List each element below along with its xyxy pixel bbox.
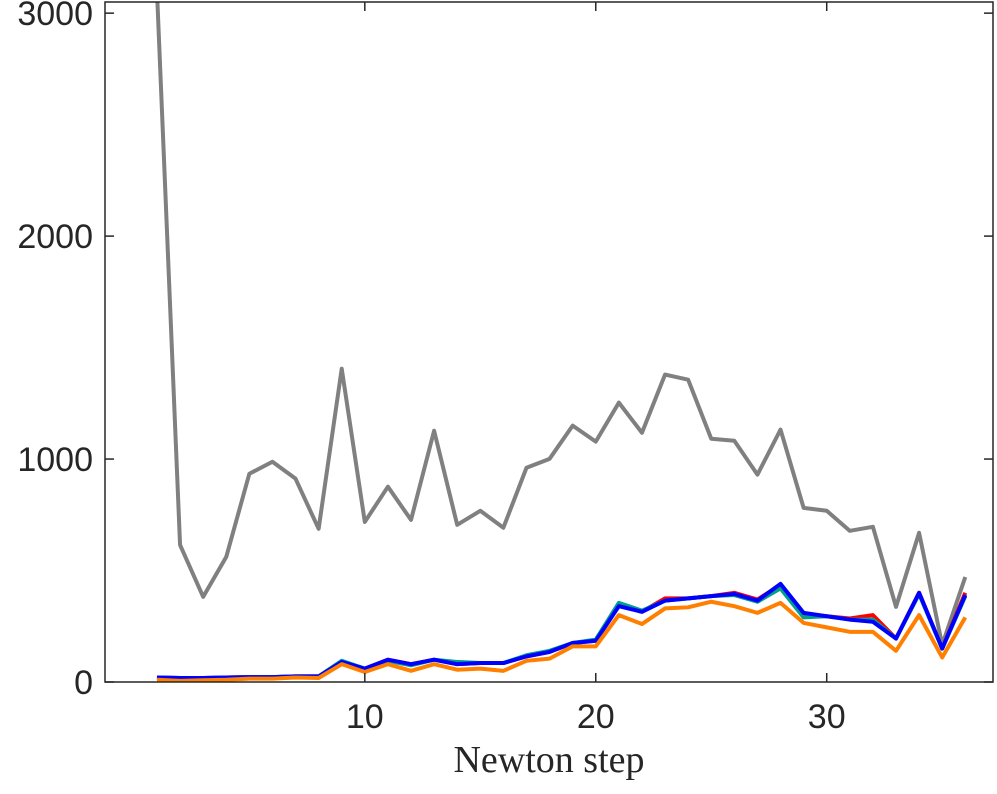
x-tick-label: 20 [577, 698, 615, 736]
data-line [156, 599, 968, 682]
y-tick-label: 1000 [17, 441, 93, 479]
data-line [155, 2, 968, 647]
y-tick-label: 0 [74, 664, 93, 702]
data-line [156, 586, 968, 680]
axes-box [104, 1, 994, 683]
x-tick-label: 30 [808, 698, 846, 736]
x-tick-label: 10 [346, 698, 384, 736]
plot-lines [155, 2, 968, 682]
y-tick-label: 2000 [17, 218, 93, 256]
x-axis-label: Newton step [453, 739, 644, 781]
y-tick-label: 3000 [17, 0, 93, 33]
